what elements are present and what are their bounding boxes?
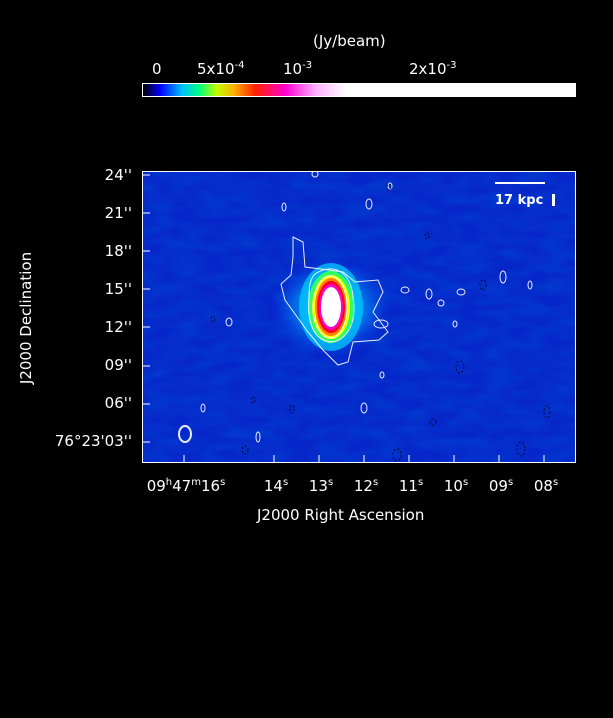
colorbar-tick-1: 5x10-4	[197, 60, 245, 78]
x-tick-label: 10s	[443, 477, 469, 495]
scale-marker	[552, 194, 555, 206]
x-tick-label: 09s	[488, 477, 514, 495]
x-tick-label: 08s	[533, 477, 559, 495]
image-panel	[142, 171, 576, 463]
y-tick-label: 24''	[104, 166, 132, 184]
y-tick-label: 12''	[104, 318, 132, 336]
colorbar-tick-2: 10-3	[283, 60, 313, 78]
y-tick-label: 21''	[104, 204, 132, 222]
colorbar	[142, 83, 576, 97]
x-axis-label: J2000 Right Ascension	[257, 506, 425, 524]
y-tick-label: 09''	[104, 356, 132, 374]
x-tick-label: 13s	[308, 477, 334, 495]
colorbar-unit-label: (Jy/beam)	[313, 32, 386, 50]
colorbar-tick-3: 2x10-3	[409, 60, 457, 78]
x-tick-label: 12s	[353, 477, 379, 495]
x-tick-label: 09h47m16s	[146, 477, 226, 495]
negative-contours	[210, 183, 551, 462]
x-tick-label: 14s	[263, 477, 289, 495]
x-tick-label: 11s	[398, 477, 424, 495]
y-tick-label: 76°23'03''	[54, 432, 132, 450]
y-tick-label: 06''	[104, 394, 132, 412]
source-emission	[271, 259, 391, 355]
y-axis-label: J2000 Declination	[17, 251, 35, 385]
scale-bar-label: 17 kpc	[495, 193, 544, 208]
contours	[178, 172, 533, 443]
colorbar-tick-0: 0	[152, 60, 162, 78]
y-tick-label: 18''	[104, 242, 132, 260]
y-tick-label: 15''	[104, 280, 132, 298]
